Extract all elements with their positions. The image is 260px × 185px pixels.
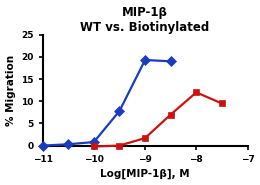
Title: MIP-1β
WT vs. Biotinylated: MIP-1β WT vs. Biotinylated [80, 6, 210, 33]
Y-axis label: % Migration: % Migration [5, 55, 16, 126]
X-axis label: Log[MIP-1β], M: Log[MIP-1β], M [100, 169, 190, 179]
